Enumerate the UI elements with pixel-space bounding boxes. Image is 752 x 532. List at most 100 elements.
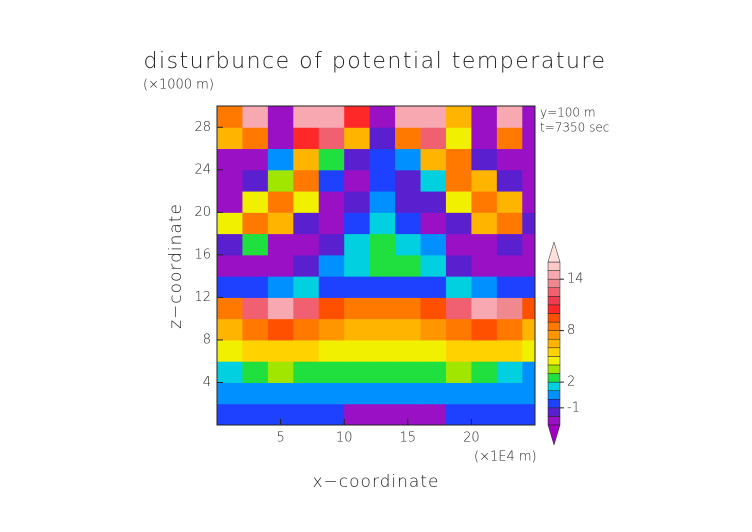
colorbar-label: 8 — [567, 323, 575, 338]
field-cell — [217, 403, 243, 425]
field-cell — [318, 191, 345, 213]
field-cell — [293, 127, 320, 150]
field-cell — [496, 403, 523, 425]
colorbar-box — [547, 296, 561, 306]
field-cell — [369, 276, 396, 298]
field-cell — [395, 297, 422, 320]
field-cell — [318, 361, 345, 383]
field-cell — [445, 106, 472, 128]
field-cell — [395, 254, 422, 277]
plot-frame — [216, 105, 536, 426]
field-cell — [445, 276, 472, 298]
field-cell — [344, 148, 371, 171]
field-cell — [395, 106, 422, 128]
field-cell — [369, 382, 396, 405]
y-tick-label: 4 — [203, 375, 211, 390]
x-tick-label: 20 — [463, 431, 480, 446]
field-cell — [318, 297, 345, 320]
field-cell — [267, 361, 294, 383]
field-cell — [496, 106, 523, 128]
field-cell — [471, 127, 498, 150]
field-cell — [445, 339, 472, 362]
colorbar-box — [547, 381, 561, 391]
colorbar-label: 2 — [567, 375, 575, 390]
field-cell — [344, 382, 371, 405]
field-cell — [293, 233, 320, 256]
field-cell — [496, 191, 523, 213]
field-cell — [267, 212, 294, 235]
field-cell — [217, 382, 243, 405]
colorbar-box — [547, 278, 561, 288]
field-cell — [420, 339, 447, 362]
field-cell — [496, 318, 523, 341]
field-cell — [293, 403, 320, 425]
field-cell — [420, 191, 447, 213]
field-cell — [318, 106, 345, 128]
field-cell — [471, 106, 498, 128]
field-cell — [471, 191, 498, 213]
field-cell — [369, 318, 396, 341]
field-cell — [445, 297, 472, 320]
y-unit: (×1000 m) — [143, 78, 214, 93]
field-cell — [522, 382, 535, 405]
field-cell — [242, 169, 269, 192]
x-axis-label: x−coordinate — [313, 472, 440, 492]
field-cell — [267, 382, 294, 405]
field-cell — [242, 382, 269, 405]
colorbar-box — [547, 261, 561, 271]
field-cell — [344, 106, 371, 128]
field-cell — [522, 127, 535, 150]
colorbar-low-triangle — [547, 424, 561, 446]
y-axis-label: z−coordinate — [166, 203, 186, 329]
field-cell — [395, 169, 422, 192]
field-cell — [344, 361, 371, 383]
field-cell — [318, 169, 345, 192]
field-cell — [369, 127, 396, 150]
field-cell — [293, 318, 320, 341]
field-cell — [420, 382, 447, 405]
field-cell — [420, 297, 447, 320]
field-cell — [471, 297, 498, 320]
field-cell — [344, 339, 371, 362]
field-cell — [445, 148, 472, 171]
field-cell — [267, 169, 294, 192]
field-cell — [420, 233, 447, 256]
field-cell — [293, 339, 320, 362]
field-cell — [522, 212, 535, 235]
field-cell — [471, 254, 498, 277]
colorbar-box — [547, 321, 561, 331]
field-cell — [242, 403, 269, 425]
field-cell — [242, 212, 269, 235]
colorbar-box — [547, 270, 561, 280]
field-cell — [496, 148, 523, 171]
field-cell — [522, 191, 535, 213]
field-cell — [318, 403, 345, 425]
field-cell — [445, 403, 472, 425]
field-cell — [522, 106, 535, 128]
y-tick-label: 16 — [194, 247, 211, 262]
colorbar-box — [547, 407, 561, 417]
field-cell — [217, 212, 243, 235]
field-cell — [395, 191, 422, 213]
field-cell — [242, 318, 269, 341]
field-cell — [242, 339, 269, 362]
field-cell — [395, 318, 422, 341]
field-cell — [471, 212, 498, 235]
field-cell — [471, 403, 498, 425]
field-cell — [293, 212, 320, 235]
field-cell — [242, 191, 269, 213]
field-cell — [471, 361, 498, 383]
field-cell — [242, 276, 269, 298]
field-cell — [267, 276, 294, 298]
field-cell — [267, 148, 294, 171]
field-cell — [344, 318, 371, 341]
colorbar-box — [547, 373, 561, 383]
colorbar-box — [547, 313, 561, 323]
field-cell — [496, 361, 523, 383]
field-cell — [522, 169, 535, 192]
colorbar-label: -1 — [567, 400, 580, 415]
field-cell — [369, 339, 396, 362]
field-cell — [318, 276, 345, 298]
colorbar-high-triangle — [547, 241, 561, 263]
field-cell — [420, 169, 447, 192]
